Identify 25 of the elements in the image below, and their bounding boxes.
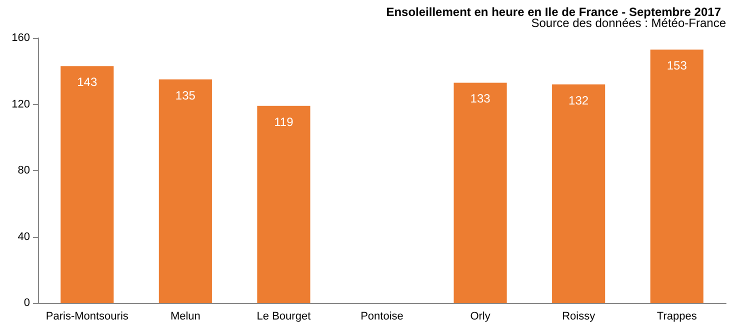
x-tick-label: Orly <box>470 310 491 322</box>
x-tick-label: Paris-Montsouris <box>46 310 129 322</box>
x-tick-label: Trappes <box>656 310 698 322</box>
y-tick-label: 120 <box>12 98 30 110</box>
bar <box>650 50 704 303</box>
x-tick-label: Roissy <box>562 310 596 322</box>
data-label: 143 <box>77 75 98 90</box>
data-label: 133 <box>470 92 491 106</box>
y-tick-label: 40 <box>18 230 30 243</box>
chart-title: Ensoleillement en heure en Ile de France - Septembre 2017 <box>386 5 722 19</box>
bar <box>158 79 212 303</box>
bar <box>454 82 507 303</box>
data-label: 119 <box>274 114 294 129</box>
data-label: 153 <box>666 58 688 73</box>
x-tick-label: Melun <box>170 310 200 322</box>
y-tick-label: 160 <box>12 32 30 44</box>
bar <box>257 106 310 303</box>
x-tick-label: Le Bourget <box>256 310 311 322</box>
y-tick-label: 0 <box>24 297 30 309</box>
data-label: 132 <box>568 93 589 108</box>
data-label: 135 <box>175 88 196 102</box>
bar <box>552 84 606 303</box>
bar <box>60 66 114 303</box>
x-tick-label: Pontoise <box>360 310 404 322</box>
y-tick-label: 80 <box>18 164 30 176</box>
